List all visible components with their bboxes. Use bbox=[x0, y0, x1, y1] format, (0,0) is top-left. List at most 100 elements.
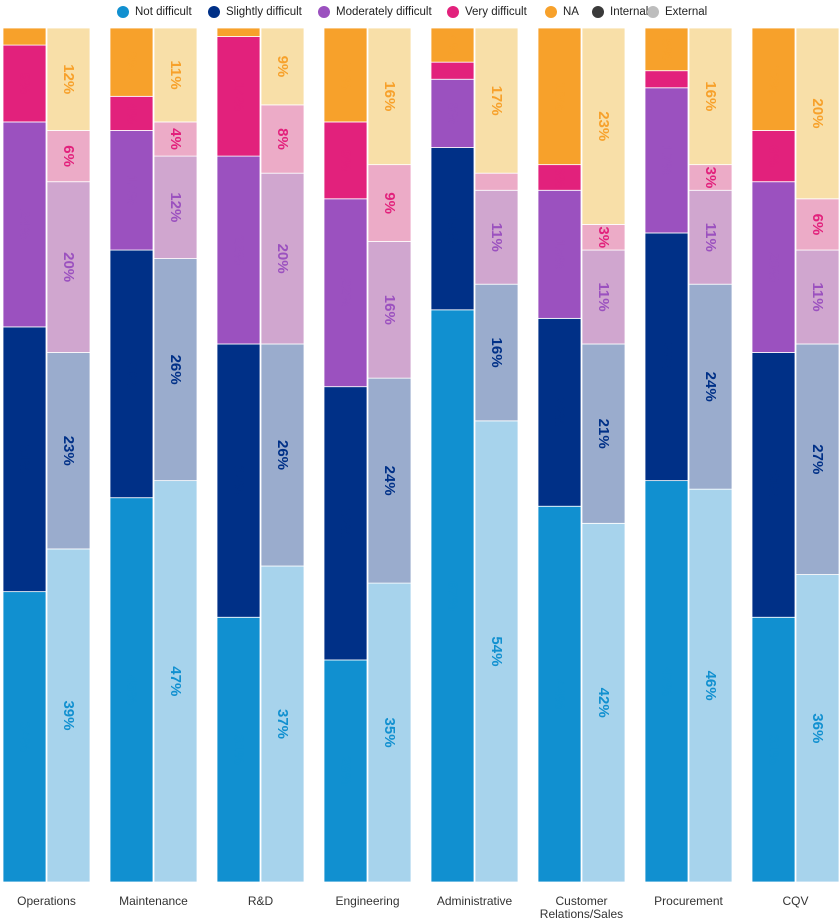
bar-segment-external-1-0 bbox=[153, 480, 198, 883]
value-label-external-2-2: 20% bbox=[274, 244, 291, 274]
value-label-external-3-2: 16% bbox=[381, 295, 398, 325]
legend-item-na: NA bbox=[545, 6, 579, 18]
bar-segment-external-4-3 bbox=[474, 172, 519, 191]
value-label-internal-2-3: 14% bbox=[230, 81, 247, 111]
value-label-external-1-0: 47% bbox=[167, 666, 184, 696]
legend-swatch bbox=[545, 6, 557, 18]
bar-segment-external-0-4 bbox=[46, 27, 91, 131]
bar-segment-internal-1-2 bbox=[109, 130, 154, 251]
bar-segment-external-2-4 bbox=[260, 27, 305, 106]
value-label-internal-3-4: 11% bbox=[337, 60, 354, 89]
value-label-external-3-3: 9% bbox=[381, 192, 398, 214]
value-label-internal-3-0: 26% bbox=[337, 756, 354, 786]
bar-segment-internal-6-4 bbox=[644, 27, 689, 72]
value-label-external-6-0: 46% bbox=[702, 671, 719, 701]
value-label-internal-0-3: 9% bbox=[16, 73, 33, 95]
value-label-external-6-4: 16% bbox=[702, 81, 719, 111]
bar-segment-external-5-3 bbox=[581, 224, 626, 251]
value-label-internal-0-0: 34% bbox=[16, 722, 33, 752]
value-label-external-0-1: 23% bbox=[60, 436, 77, 466]
value-label-external-0-3: 6% bbox=[60, 145, 77, 167]
category-label-line: Customer bbox=[555, 894, 607, 908]
bar-segment-external-0-3 bbox=[46, 130, 91, 183]
bar-segment-external-6-3 bbox=[688, 164, 733, 191]
bar-segment-external-6-4 bbox=[688, 27, 733, 166]
value-label-external-7-1: 27% bbox=[809, 444, 826, 474]
value-label-external-1-3: 4% bbox=[167, 128, 184, 150]
bar-segment-internal-5-1 bbox=[537, 317, 582, 507]
category-label-3: Engineering bbox=[335, 894, 399, 908]
legend-swatch bbox=[592, 6, 604, 18]
legend-swatch bbox=[318, 6, 330, 18]
bar-segment-external-0-0 bbox=[46, 548, 91, 883]
legend-label: Not difficult bbox=[135, 6, 192, 18]
category-label-0: Operations bbox=[17, 894, 76, 908]
category-label-line: Administrative bbox=[437, 894, 513, 908]
category-label-5: Customer Relations/Sales bbox=[540, 894, 623, 921]
bar-segment-external-0-2 bbox=[46, 181, 91, 353]
value-label-internal-4-1: 19% bbox=[444, 214, 461, 244]
legend-item-internal: Internal bbox=[592, 6, 648, 18]
bar-segment-internal-1-0 bbox=[109, 497, 154, 883]
bar-segment-external-5-4 bbox=[581, 27, 626, 225]
category-label-line: Procurement bbox=[654, 894, 723, 908]
value-label-external-1-4: 11% bbox=[167, 60, 184, 89]
category-label-2: R&D bbox=[248, 894, 274, 908]
legend-label: NA bbox=[563, 6, 579, 18]
bar-segment-external-7-1 bbox=[795, 343, 840, 575]
bar-segment-external-6-1 bbox=[688, 283, 733, 490]
bar-segment-internal-2-2 bbox=[216, 155, 261, 345]
bar-segment-external-5-2 bbox=[581, 249, 626, 345]
value-label-external-4-2: 11% bbox=[488, 223, 505, 252]
bar-segment-external-3-4 bbox=[367, 27, 412, 166]
bar-segment-internal-3-4 bbox=[323, 27, 368, 123]
category-label-line: Operations bbox=[17, 894, 76, 908]
bar-segment-external-7-4 bbox=[795, 27, 840, 200]
bar-segment-external-3-1 bbox=[367, 377, 412, 584]
value-label-external-3-0: 35% bbox=[381, 718, 398, 748]
value-label-internal-5-4: 16% bbox=[551, 81, 568, 111]
legend-item-slightly-difficult: Slightly difficult bbox=[208, 6, 302, 18]
value-label-external-6-3: 3% bbox=[702, 167, 719, 189]
value-label-external-2-0: 37% bbox=[274, 709, 291, 739]
bar-segment-internal-4-3 bbox=[430, 61, 475, 80]
value-label-internal-1-2: 14% bbox=[123, 175, 140, 205]
value-label-external-0-4: 12% bbox=[60, 64, 77, 94]
bar-segment-external-3-0 bbox=[367, 582, 412, 883]
value-label-internal-5-2: 15% bbox=[551, 239, 568, 269]
value-label-external-1-1: 26% bbox=[167, 355, 184, 385]
bar-segment-external-1-2 bbox=[153, 155, 198, 259]
bar-segment-internal-1-4 bbox=[109, 27, 154, 97]
value-label-internal-3-2: 22% bbox=[337, 278, 354, 308]
value-label-external-6-2: 11% bbox=[702, 223, 719, 252]
bar-segment-internal-7-0 bbox=[751, 616, 796, 883]
bar-segment-external-4-2 bbox=[474, 189, 519, 285]
value-label-internal-7-2: 20% bbox=[765, 252, 782, 282]
value-label-internal-5-1: 22% bbox=[551, 397, 568, 427]
value-label-internal-7-0: 31% bbox=[765, 735, 782, 765]
legend-swatch bbox=[447, 6, 459, 18]
bar-segment-internal-4-4 bbox=[430, 27, 475, 63]
category-label-line: CQV bbox=[782, 894, 808, 908]
bar-segment-internal-0-4 bbox=[2, 27, 47, 46]
bar-segment-external-6-2 bbox=[688, 189, 733, 285]
bar-segment-external-1-3 bbox=[153, 121, 198, 157]
bar-segment-internal-3-2 bbox=[323, 198, 368, 388]
bar-segment-external-6-0 bbox=[688, 488, 733, 883]
bar-segment-internal-4-2 bbox=[430, 78, 475, 148]
value-label-external-5-3: 3% bbox=[595, 226, 612, 248]
value-label-internal-2-2: 22% bbox=[230, 235, 247, 265]
bar-segment-internal-0-2 bbox=[2, 121, 47, 328]
value-label-external-2-3: 8% bbox=[274, 128, 291, 150]
value-label-internal-6-0: 47% bbox=[658, 666, 675, 696]
bar-segment-external-2-3 bbox=[260, 104, 305, 174]
bar-segment-external-2-2 bbox=[260, 172, 305, 345]
value-label-external-2-4: 9% bbox=[274, 56, 291, 78]
bar-segment-internal-0-1 bbox=[2, 326, 47, 593]
bar-segment-internal-7-4 bbox=[751, 27, 796, 131]
legend-label: Moderately difficult bbox=[336, 6, 432, 18]
bar-segment-internal-5-0 bbox=[537, 505, 582, 883]
value-label-internal-7-1: 31% bbox=[765, 470, 782, 500]
bar-segment-external-0-1 bbox=[46, 352, 91, 550]
